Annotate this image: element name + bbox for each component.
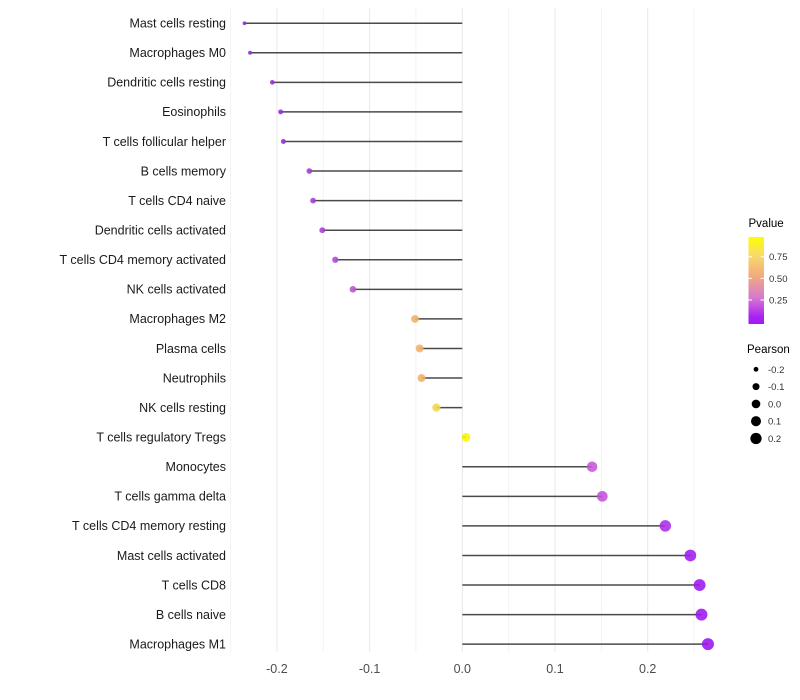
- category-label: T cells gamma delta: [114, 490, 226, 504]
- y-axis-labels: Mast cells resting Macrophages M0 Dendriti…: [60, 17, 227, 652]
- pearson-legend-dot: [752, 383, 760, 391]
- category-label: NK cells resting: [139, 401, 226, 415]
- data-point: [411, 314, 419, 323]
- data-point: [310, 197, 316, 204]
- pearson-legend-label: -0.2: [768, 365, 784, 376]
- pvalue-tick-label: 0.25: [769, 295, 788, 306]
- category-label: B cells naive: [156, 608, 226, 622]
- data-point: [417, 374, 426, 383]
- category-label: Monocytes: [166, 460, 226, 474]
- pearson-legend-label: 0.2: [768, 434, 781, 445]
- pearson-legend-dot: [750, 432, 762, 445]
- data-point: [332, 256, 339, 263]
- data-point: [415, 344, 424, 353]
- category-label: T cells regulatory Tregs: [96, 430, 226, 444]
- pvalue-legend: Pvalue 0.75 0.50 0.25: [748, 218, 788, 324]
- data-point: [278, 109, 284, 115]
- data-point: [248, 50, 252, 55]
- category-label: Mast cells resting: [129, 17, 226, 31]
- x-tick-label: 0.1: [546, 662, 563, 676]
- x-tick-label: -0.2: [266, 662, 288, 676]
- category-label: Dendritic cells resting: [107, 76, 226, 90]
- data-point: [684, 549, 697, 562]
- pearson-legend-dot: [753, 366, 759, 372]
- data-point: [596, 490, 608, 502]
- data-point: [695, 608, 708, 621]
- x-tick-label: 0.2: [639, 662, 656, 676]
- category-label: T cells CD8: [162, 578, 226, 592]
- data-point: [659, 520, 672, 532]
- category-label: Macrophages M1: [129, 637, 226, 651]
- category-label: Dendritic cells activated: [95, 223, 226, 237]
- pearson-legend-label: -0.1: [768, 382, 784, 393]
- data-point: [693, 579, 706, 591]
- data-point: [242, 21, 247, 26]
- pvalue-tick-label: 0.75: [769, 252, 788, 263]
- lollipop-stems: [244, 22, 708, 645]
- pvalue-legend-title: Pvalue: [749, 218, 784, 230]
- category-label: Mast cells activated: [117, 549, 226, 563]
- data-point: [432, 403, 441, 412]
- category-label: Macrophages M2: [129, 312, 226, 326]
- pearson-legend-label: 0.1: [768, 417, 781, 428]
- data-points: [242, 21, 714, 651]
- gridlines: [230, 8, 695, 652]
- category-label: Macrophages M0: [129, 46, 226, 60]
- x-tick-label: 0.0: [454, 662, 471, 676]
- pearson-legend: Pearson -0.2 -0.1 0.0 0.1 0.2: [747, 344, 790, 445]
- data-point: [269, 80, 275, 85]
- pearson-legend-dot: [751, 399, 761, 409]
- pearson-legend-dot: [750, 416, 762, 427]
- data-point: [461, 432, 471, 442]
- category-label: T cells CD4 memory activated: [60, 253, 227, 267]
- category-label: Eosinophils: [162, 105, 226, 119]
- pearson-legend-label: 0.0: [768, 399, 781, 410]
- pvalue-gradient-bar: [748, 237, 764, 324]
- data-point: [280, 138, 286, 144]
- category-label: NK cells activated: [127, 283, 226, 297]
- data-point: [349, 286, 357, 293]
- data-point: [701, 638, 714, 651]
- category-label: T cells follicular helper: [103, 135, 226, 149]
- category-label: T cells CD4 memory resting: [72, 519, 226, 533]
- data-point: [319, 227, 326, 234]
- pearson-legend-title: Pearson: [747, 344, 790, 356]
- category-label: B cells memory: [141, 164, 227, 178]
- data-point: [306, 168, 313, 174]
- data-point: [586, 461, 598, 473]
- pvalue-tick-label: 0.50: [769, 274, 788, 285]
- category-label: T cells CD4 naive: [128, 194, 226, 208]
- x-tick-label: -0.1: [359, 662, 381, 676]
- category-label: Plasma cells: [156, 342, 226, 356]
- x-axis-labels: -0.2 -0.1 0.0 0.1 0.2: [266, 662, 656, 676]
- category-label: Neutrophils: [163, 371, 226, 385]
